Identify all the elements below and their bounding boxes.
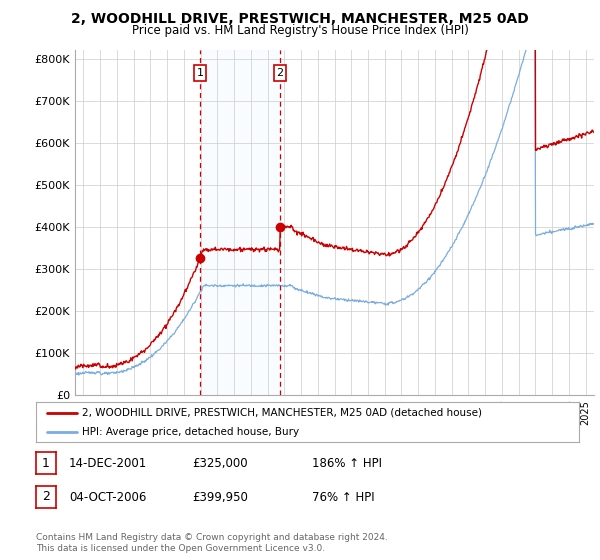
- Text: 2, WOODHILL DRIVE, PRESTWICH, MANCHESTER, M25 0AD (detached house): 2, WOODHILL DRIVE, PRESTWICH, MANCHESTER…: [82, 408, 482, 418]
- Text: £399,950: £399,950: [192, 491, 248, 504]
- Text: 76% ↑ HPI: 76% ↑ HPI: [312, 491, 374, 504]
- Text: 04-OCT-2006: 04-OCT-2006: [69, 491, 146, 504]
- Text: 2, WOODHILL DRIVE, PRESTWICH, MANCHESTER, M25 0AD: 2, WOODHILL DRIVE, PRESTWICH, MANCHESTER…: [71, 12, 529, 26]
- Bar: [200, 50, 280, 395]
- Text: 1: 1: [196, 68, 203, 78]
- Text: Price paid vs. HM Land Registry's House Price Index (HPI): Price paid vs. HM Land Registry's House …: [131, 24, 469, 36]
- Text: HPI: Average price, detached house, Bury: HPI: Average price, detached house, Bury: [82, 427, 299, 437]
- Text: 1: 1: [42, 456, 50, 470]
- Text: 14-DEC-2001: 14-DEC-2001: [69, 457, 147, 470]
- Text: 2: 2: [42, 490, 50, 503]
- Text: 2: 2: [277, 68, 284, 78]
- Text: 186% ↑ HPI: 186% ↑ HPI: [312, 457, 382, 470]
- Text: £325,000: £325,000: [192, 457, 248, 470]
- Text: Contains HM Land Registry data © Crown copyright and database right 2024.
This d: Contains HM Land Registry data © Crown c…: [36, 533, 388, 553]
